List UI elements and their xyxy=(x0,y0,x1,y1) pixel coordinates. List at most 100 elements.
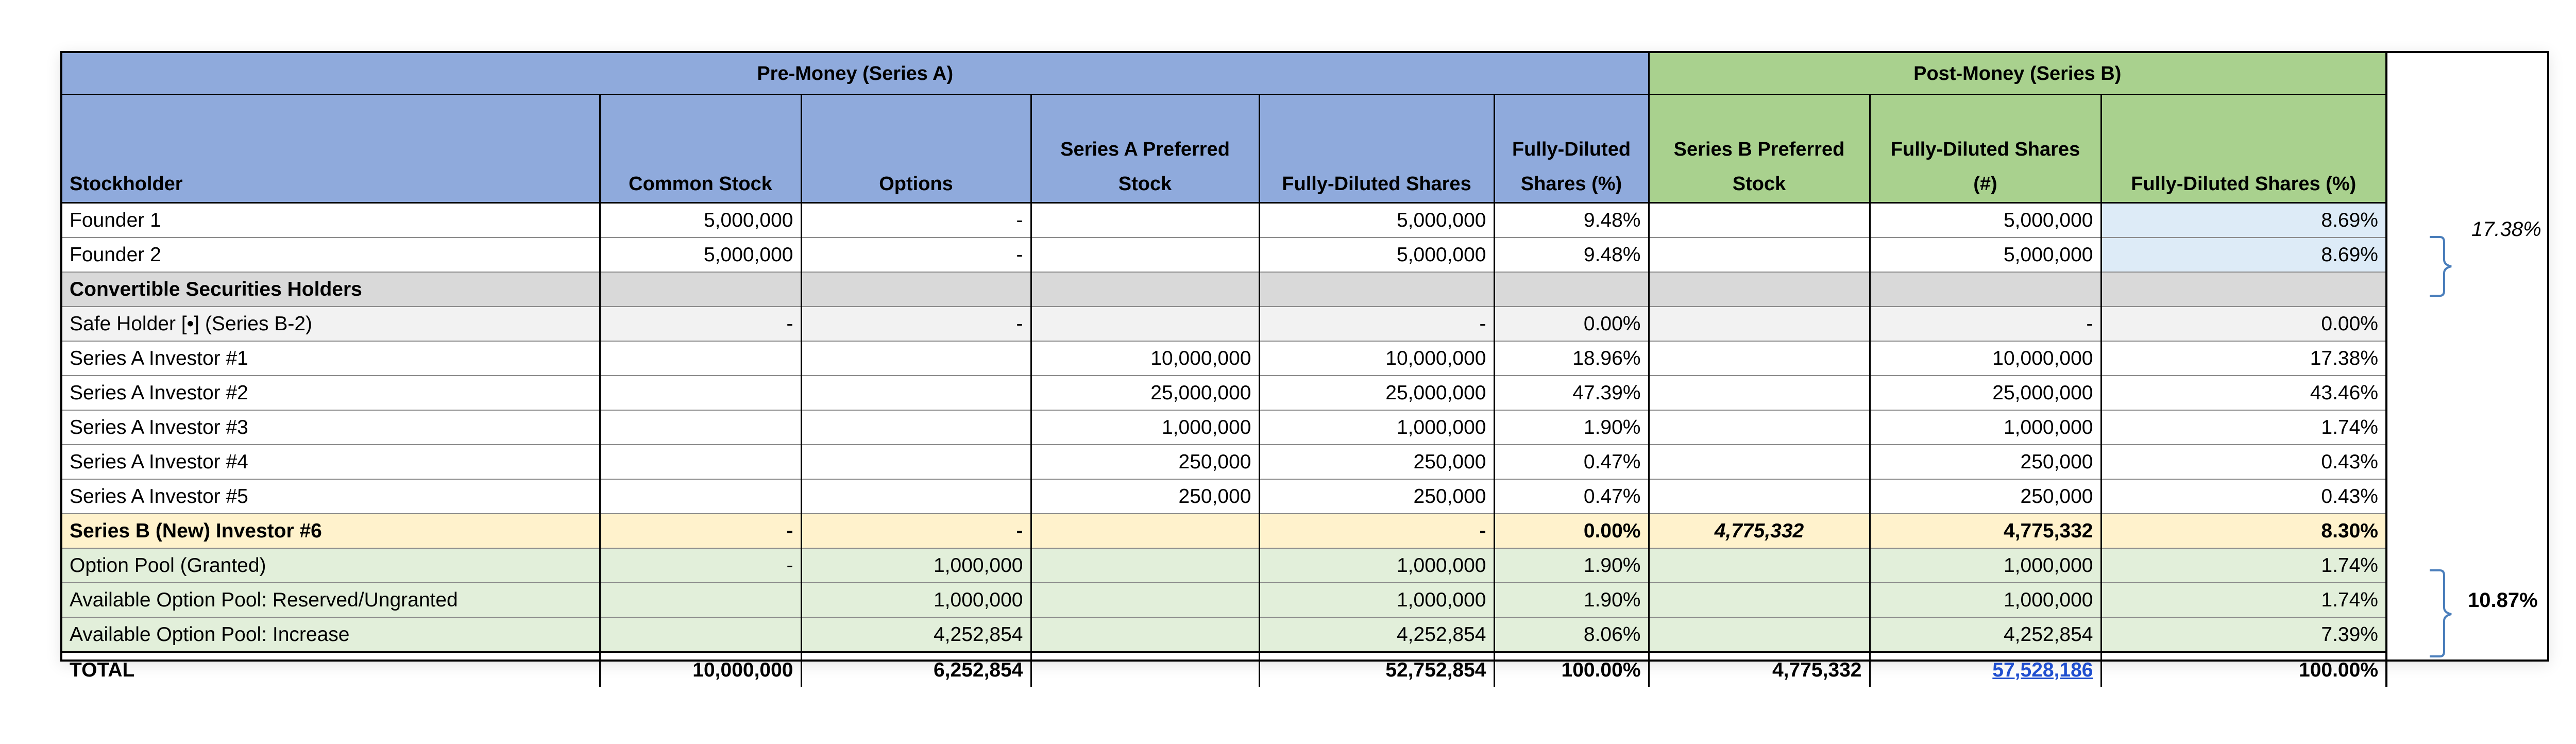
cell-fd-pct[interactable]: 1.90% xyxy=(1494,548,1650,583)
cell-series-b[interactable] xyxy=(1649,410,1871,445)
total-post-fd-pct[interactable]: 100.00% xyxy=(2101,651,2387,687)
cell-options[interactable]: - xyxy=(801,307,1032,342)
total-post-fd-shares[interactable]: 57,528,186 xyxy=(1870,651,2102,687)
cell-fd-pct[interactable]: 47.39% xyxy=(1494,376,1650,411)
cell-fd-pct[interactable]: 0.00% xyxy=(1494,307,1650,342)
cell-post-fd-pct[interactable]: 17.38% xyxy=(2101,341,2387,376)
cell-series-b[interactable] xyxy=(1649,376,1871,411)
cell-options[interactable] xyxy=(801,410,1032,445)
cell-post-fd-shares[interactable]: 5,000,000 xyxy=(1870,202,2102,238)
cell-series-b[interactable] xyxy=(1649,548,1871,583)
cell-stockholder[interactable]: Founder 2 xyxy=(62,238,601,273)
cell-post-fd-pct[interactable]: 1.74% xyxy=(2101,410,2387,445)
cell-series-b[interactable] xyxy=(1649,583,1871,618)
cell-stockholder[interactable]: Series A Investor #5 xyxy=(62,479,601,514)
cell-series-b[interactable] xyxy=(1649,445,1871,480)
cell-fd-shares[interactable]: 1,000,000 xyxy=(1259,583,1495,618)
cell-post-fd-pct[interactable]: 0.43% xyxy=(2101,479,2387,514)
total-common[interactable]: 10,000,000 xyxy=(600,651,802,687)
cell-options[interactable] xyxy=(801,376,1032,411)
total-label[interactable]: TOTAL xyxy=(62,651,601,687)
cell-common[interactable]: - xyxy=(600,548,802,583)
cell-options[interactable]: 1,000,000 xyxy=(801,548,1032,583)
cell-common[interactable] xyxy=(600,617,802,653)
cell-stockholder[interactable]: Convertible Securities Holders xyxy=(62,272,601,307)
cell-common[interactable] xyxy=(600,445,802,480)
cell-series-a[interactable] xyxy=(1031,238,1260,273)
cell-post-fd-pct[interactable]: 8.69% xyxy=(2101,238,2387,273)
cell-series-a[interactable] xyxy=(1031,583,1260,618)
cell-series-a[interactable]: 250,000 xyxy=(1031,445,1260,480)
cell-series-a[interactable] xyxy=(1031,548,1260,583)
cell-options[interactable] xyxy=(801,479,1032,514)
cell-stockholder[interactable]: Series A Investor #1 xyxy=(62,341,601,376)
cell-options[interactable]: - xyxy=(801,202,1032,238)
cell-series-b[interactable] xyxy=(1649,202,1871,238)
cell-fd-pct[interactable]: 1.90% xyxy=(1494,583,1650,618)
cell-fd-shares[interactable]: 4,252,854 xyxy=(1259,617,1495,653)
cell-common[interactable]: - xyxy=(600,307,802,342)
cell-common[interactable]: 5,000,000 xyxy=(600,202,802,238)
cell-options[interactable] xyxy=(801,341,1032,376)
cell-fd-shares[interactable]: 5,000,000 xyxy=(1259,238,1495,273)
cell-series-a[interactable]: 250,000 xyxy=(1031,479,1260,514)
cell-fd-shares[interactable] xyxy=(1259,272,1495,307)
total-fd-pct[interactable]: 100.00% xyxy=(1494,651,1650,687)
cell-stockholder[interactable]: Series A Investor #2 xyxy=(62,376,601,411)
cell-post-fd-shares[interactable]: 4,775,332 xyxy=(1870,514,2102,549)
cell-series-a[interactable] xyxy=(1031,617,1260,653)
cell-fd-pct[interactable]: 9.48% xyxy=(1494,202,1650,238)
total-options[interactable]: 6,252,854 xyxy=(801,651,1032,687)
cell-series-b[interactable] xyxy=(1649,272,1871,307)
cell-fd-pct[interactable]: 0.47% xyxy=(1494,445,1650,480)
cell-fd-pct[interactable]: 0.00% xyxy=(1494,514,1650,549)
cell-series-b[interactable] xyxy=(1649,617,1871,653)
cell-series-b[interactable] xyxy=(1649,341,1871,376)
col-header-common-stock[interactable]: Common Stock xyxy=(600,94,802,204)
cell-common[interactable] xyxy=(600,410,802,445)
cell-post-fd-pct[interactable]: 8.30% xyxy=(2101,514,2387,549)
total-series-b[interactable]: 4,775,332 xyxy=(1649,651,1871,687)
cell-post-fd-shares[interactable]: 4,252,854 xyxy=(1870,617,2102,653)
col-header-series-b[interactable]: Series B Preferred Stock xyxy=(1649,94,1871,204)
cell-stockholder[interactable]: Safe Holder [•] (Series B-2) xyxy=(62,307,601,342)
cell-series-a[interactable]: 1,000,000 xyxy=(1031,410,1260,445)
cell-series-b[interactable] xyxy=(1649,307,1871,342)
cell-common[interactable] xyxy=(600,583,802,618)
cell-common[interactable]: - xyxy=(600,514,802,549)
cell-post-fd-pct[interactable]: 0.00% xyxy=(2101,307,2387,342)
cell-series-a[interactable] xyxy=(1031,514,1260,549)
cell-options[interactable]: - xyxy=(801,238,1032,273)
cell-common[interactable]: 5,000,000 xyxy=(600,238,802,273)
cell-post-fd-shares[interactable]: 10,000,000 xyxy=(1870,341,2102,376)
cell-fd-shares[interactable]: 250,000 xyxy=(1259,445,1495,480)
cell-post-fd-shares[interactable]: 5,000,000 xyxy=(1870,238,2102,273)
cell-post-fd-shares[interactable]: 250,000 xyxy=(1870,479,2102,514)
cell-post-fd-shares[interactable]: 1,000,000 xyxy=(1870,548,2102,583)
cell-fd-pct[interactable]: 0.47% xyxy=(1494,479,1650,514)
cell-post-fd-shares[interactable]: - xyxy=(1870,307,2102,342)
cell-stockholder[interactable]: Series A Investor #3 xyxy=(62,410,601,445)
cell-post-fd-shares[interactable]: 250,000 xyxy=(1870,445,2102,480)
cell-fd-shares[interactable]: 25,000,000 xyxy=(1259,376,1495,411)
cell-stockholder[interactable]: Founder 1 xyxy=(62,202,601,238)
cell-fd-pct[interactable]: 1.90% xyxy=(1494,410,1650,445)
col-header-post-fd-pct[interactable]: Fully-Diluted Shares (%) xyxy=(2101,94,2387,204)
cell-stockholder[interactable]: Available Option Pool: Increase xyxy=(62,617,601,653)
cell-fd-shares[interactable]: 250,000 xyxy=(1259,479,1495,514)
cell-fd-shares[interactable]: - xyxy=(1259,307,1495,342)
cell-series-a[interactable]: 10,000,000 xyxy=(1031,341,1260,376)
cell-post-fd-shares[interactable]: 25,000,000 xyxy=(1870,376,2102,411)
col-header-options[interactable]: Options xyxy=(801,94,1032,204)
cell-fd-shares[interactable]: - xyxy=(1259,514,1495,549)
cell-post-fd-pct[interactable]: 43.46% xyxy=(2101,376,2387,411)
col-header-post-fd-shares[interactable]: Fully-Diluted Shares (#) xyxy=(1870,94,2102,204)
total-series-a[interactable] xyxy=(1031,651,1260,687)
cell-fd-pct[interactable]: 9.48% xyxy=(1494,238,1650,273)
cell-stockholder[interactable]: Series A Investor #4 xyxy=(62,445,601,480)
cell-options[interactable] xyxy=(801,445,1032,480)
cell-post-fd-pct[interactable]: 8.69% xyxy=(2101,202,2387,238)
cell-stockholder[interactable]: Series B (New) Investor #6 xyxy=(62,514,601,549)
cell-fd-pct[interactable] xyxy=(1494,272,1650,307)
post-money-group-header[interactable]: Post-Money (Series B) xyxy=(1649,53,2387,95)
